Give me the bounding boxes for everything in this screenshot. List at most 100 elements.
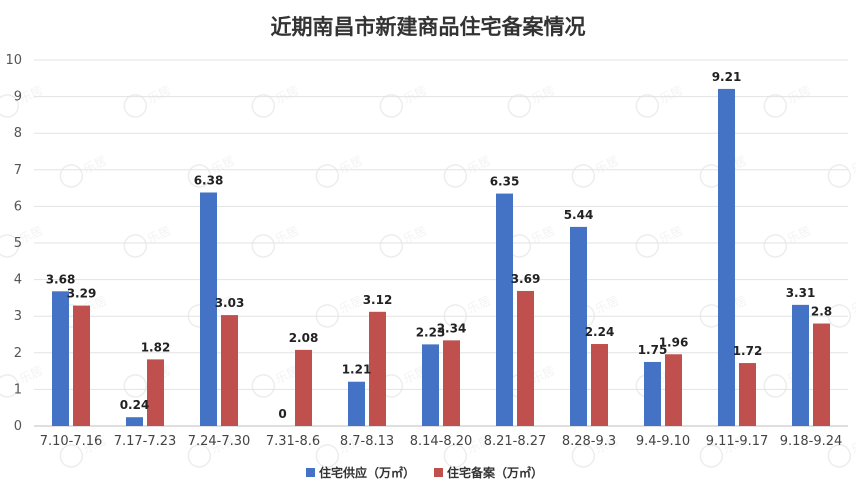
watermark-circle — [635, 94, 660, 118]
bar-record — [591, 344, 608, 426]
watermark-circle — [251, 94, 276, 118]
watermark-circle — [187, 444, 212, 468]
watermark-logo: 乐居 — [0, 224, 45, 258]
watermark-circle — [827, 164, 852, 188]
data-label: 1.96 — [659, 335, 689, 349]
data-label: 1.72 — [733, 344, 763, 358]
watermark-circle — [763, 94, 788, 118]
y-tick-label: 6 — [14, 199, 22, 214]
gridlines — [34, 59, 848, 427]
bar-record — [665, 354, 682, 426]
watermark-logo: 乐居 — [0, 364, 45, 398]
data-label: 2.23 — [416, 325, 446, 339]
x-tick-label: 9.11-9.17 — [706, 434, 769, 449]
legend: 住宅供应（万㎡） 住宅备案（万㎡） — [306, 465, 543, 480]
watermark-circle — [443, 164, 468, 188]
watermark-circle — [123, 374, 148, 398]
y-tick-label: 7 — [14, 163, 22, 178]
x-tick-label: 8.28-9.3 — [562, 434, 616, 449]
x-tick-label: 8.21-8.27 — [484, 434, 547, 449]
watermark-circle — [315, 444, 340, 468]
bars-layer — [52, 88, 830, 426]
y-tick-label: 5 — [14, 236, 22, 251]
bar-supply — [52, 291, 69, 426]
watermark-circle — [59, 164, 84, 188]
watermark-text: 乐居 — [593, 154, 621, 177]
watermark-circle — [379, 234, 404, 258]
data-label: 9.21 — [712, 70, 742, 84]
y-tick-label: 10 — [5, 53, 22, 68]
watermark-circle — [443, 304, 468, 328]
watermark-circle — [187, 164, 212, 188]
watermark-logo: 乐居 — [123, 84, 173, 118]
data-label: 1.21 — [342, 363, 372, 377]
data-label: 2.34 — [437, 321, 467, 335]
watermark-circle — [379, 94, 404, 118]
x-tick-label: 7.17-7.23 — [114, 434, 177, 449]
watermark-text: 乐居 — [785, 84, 813, 107]
legend-swatch-record — [434, 468, 443, 477]
watermark-logo: 乐居 — [827, 154, 856, 188]
watermark-circle — [251, 374, 276, 398]
watermark-circle — [0, 94, 20, 118]
watermark-circle — [315, 304, 340, 328]
watermark-circle — [699, 444, 724, 468]
bar-supply — [718, 88, 735, 426]
bar-record — [517, 290, 534, 426]
watermark-logo: 乐居 — [827, 434, 856, 468]
watermark-circle — [251, 234, 276, 258]
watermark-logo: 乐居 — [251, 364, 301, 398]
x-tick-label: 7.10-7.16 — [40, 434, 103, 449]
x-axis-ticks: 7.10-7.16 7.17-7.23 7.24-7.30 7.31-8.6 8.7-8… — [40, 434, 843, 449]
watermark-text: 乐居 — [465, 154, 493, 177]
y-tick-label: 4 — [14, 273, 22, 288]
watermark-logo: 乐居 — [379, 84, 429, 118]
watermark-circle — [571, 444, 596, 468]
bar-supply — [496, 193, 513, 426]
data-label: 3.03 — [215, 296, 245, 310]
data-label: 2.8 — [811, 305, 832, 319]
bar-record — [221, 315, 238, 426]
y-tick-label: 8 — [14, 126, 22, 141]
watermark-circle — [123, 234, 148, 258]
bar-record — [295, 349, 312, 426]
legend-swatch-supply — [306, 468, 315, 477]
data-label: 2.08 — [289, 331, 319, 345]
watermark-logo: 乐居 — [763, 224, 813, 258]
data-label: 0 — [278, 407, 286, 421]
watermark-text: 乐居 — [337, 294, 365, 317]
watermark-text: 乐居 — [849, 154, 856, 177]
watermark-circle — [635, 234, 660, 258]
watermark-text: 乐居 — [81, 154, 109, 177]
data-label: 6.35 — [490, 175, 520, 189]
legend-label-supply: 住宅供应（万㎡） — [319, 465, 415, 480]
x-tick-label: 9.4-9.10 — [636, 434, 690, 449]
watermark-logo: 乐居 — [763, 84, 813, 118]
watermark-circle — [0, 374, 20, 398]
bar-supply — [348, 381, 365, 426]
data-label: 3.12 — [363, 293, 393, 307]
watermark-text: 乐居 — [849, 434, 856, 457]
watermark-text: 乐居 — [401, 84, 429, 107]
watermark-logo: 乐居 — [827, 294, 856, 328]
watermark-circle — [123, 94, 148, 118]
data-label: 6.38 — [194, 173, 224, 187]
bar-record — [443, 340, 460, 426]
watermark-logo: 乐居 — [0, 84, 45, 118]
bar-supply — [570, 226, 587, 426]
watermark-circle — [507, 94, 532, 118]
watermark-circle — [59, 444, 84, 468]
data-label: 1.82 — [141, 340, 171, 354]
bar-record — [73, 305, 90, 426]
watermark-logo: 乐居 — [251, 84, 301, 118]
data-label: 2.24 — [585, 325, 615, 339]
y-tick-label: 1 — [14, 382, 22, 397]
data-label: 3.69 — [511, 272, 541, 286]
bar-supply — [422, 344, 439, 426]
bar-supply — [644, 361, 661, 426]
y-tick-label: 9 — [14, 90, 22, 105]
data-label: 0.24 — [120, 398, 150, 412]
watermark-circle — [827, 304, 852, 328]
